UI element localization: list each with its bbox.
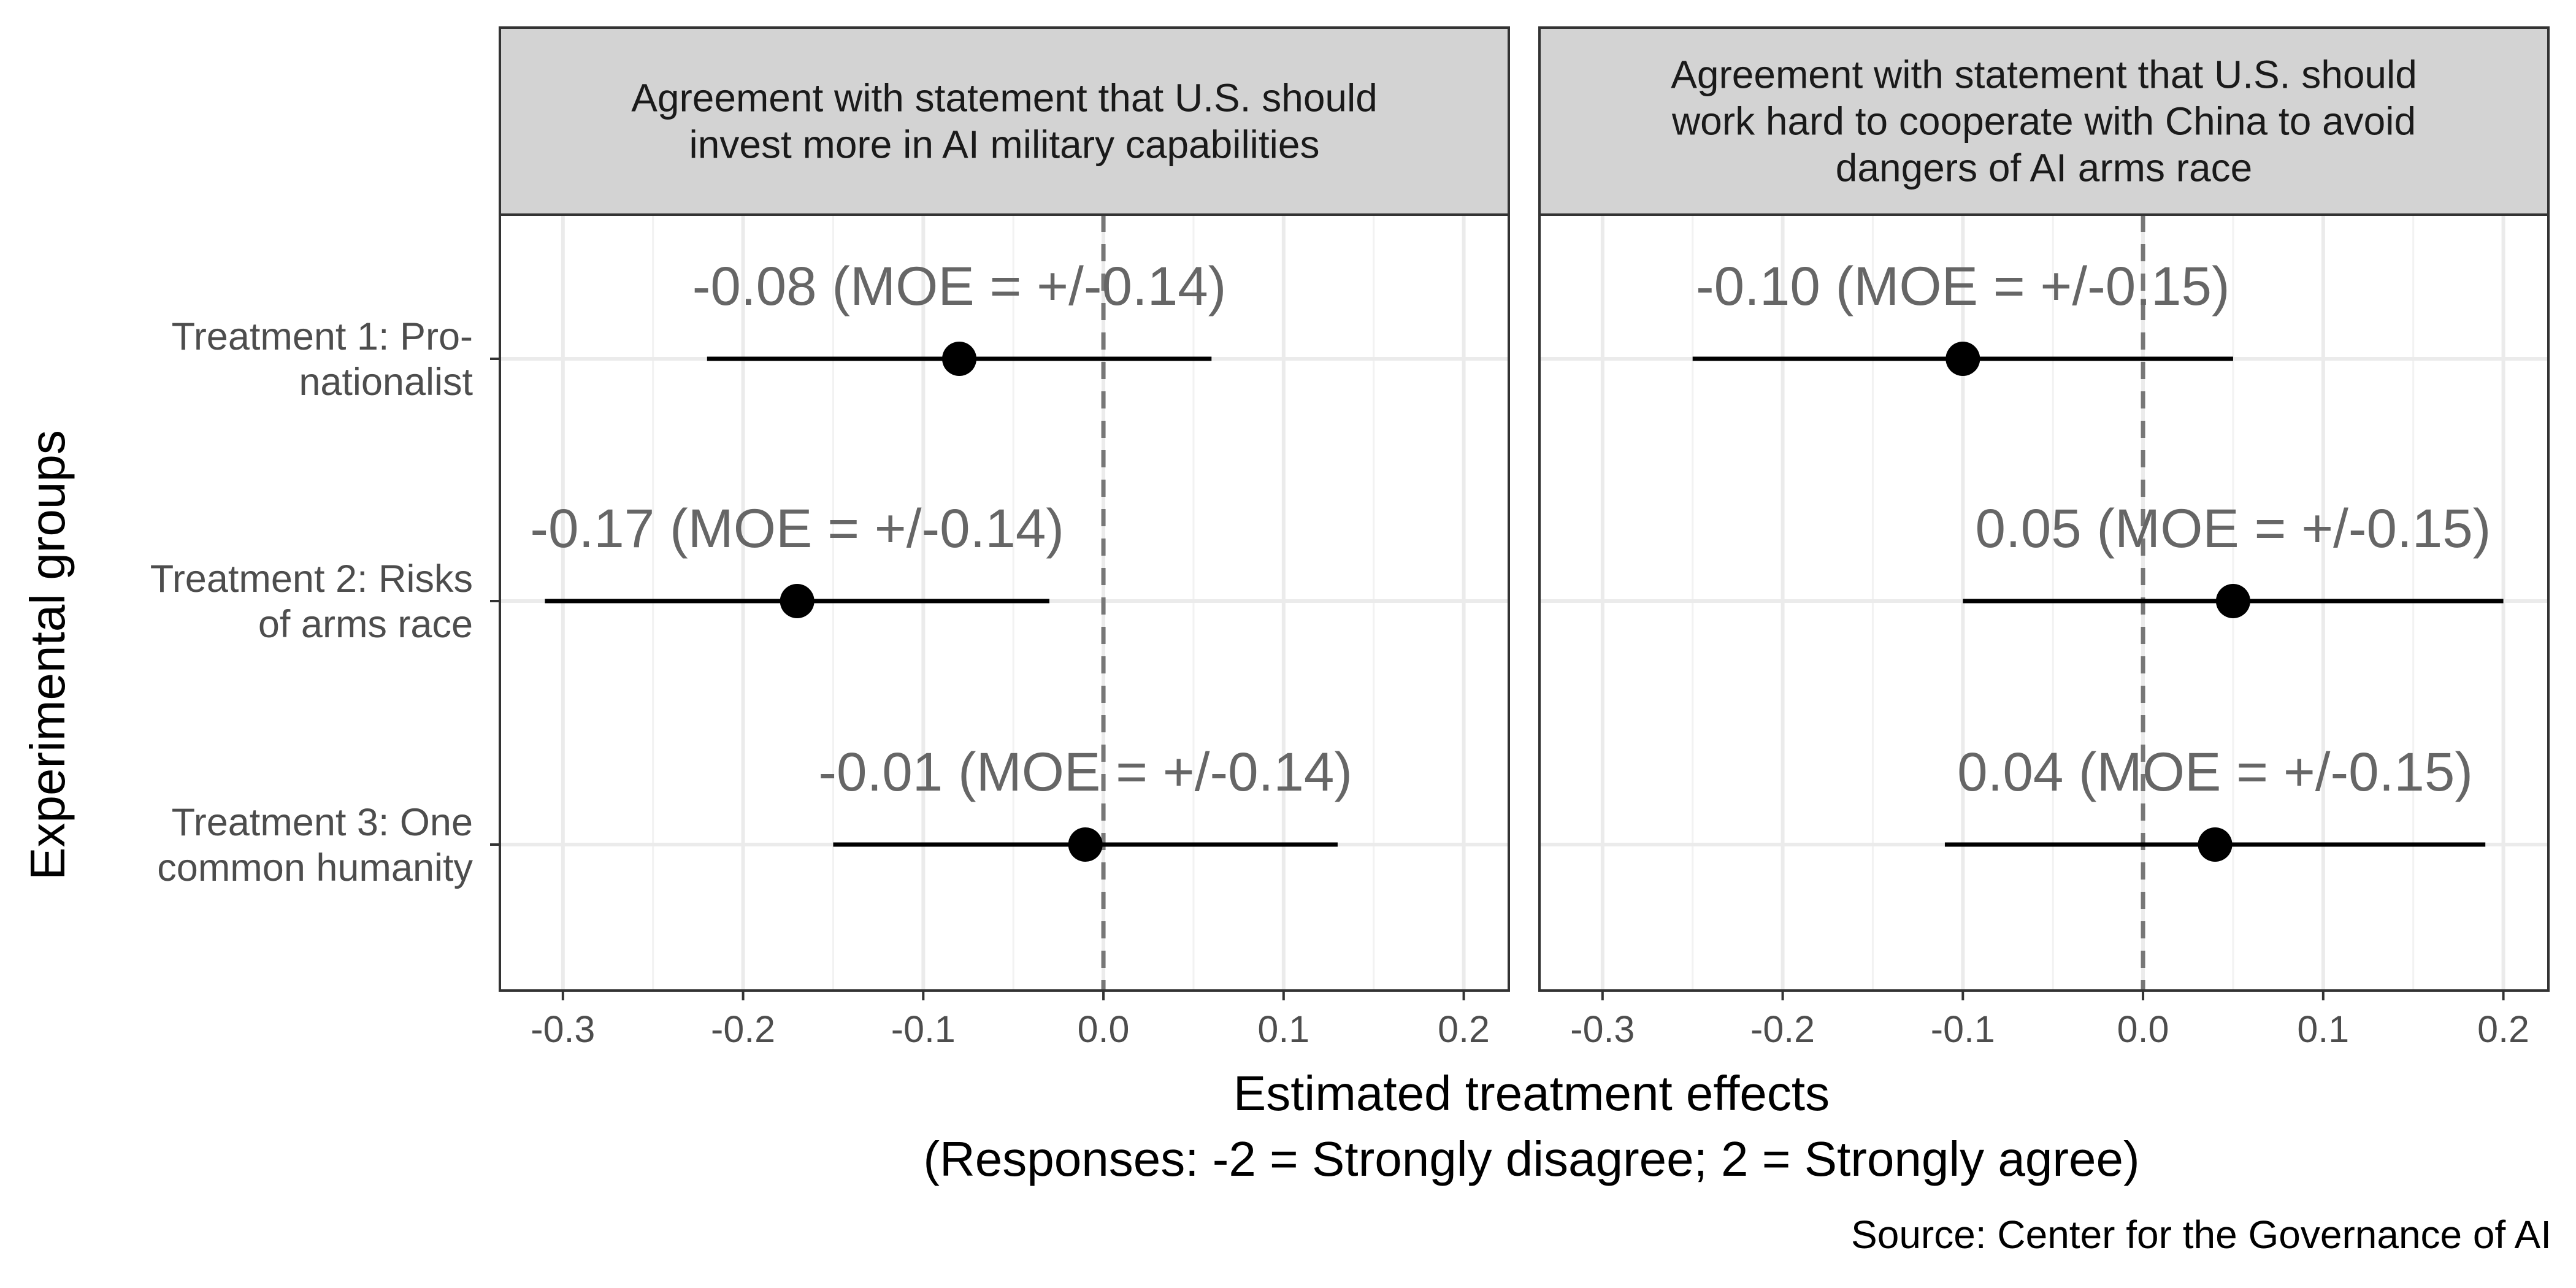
estimate-label: -0.17 (MOE = +/-0.14): [530, 497, 1064, 559]
facet-title-line: dangers of AI arms race: [1836, 146, 2252, 190]
facet-title-line: Agreement with statement that U.S. shoul…: [631, 76, 1378, 120]
estimate-point: [1945, 342, 1980, 376]
facet-panel-1: Agreement with statement that U.S. shoul…: [499, 26, 1510, 1050]
y-tick-label: nationalist: [299, 361, 473, 404]
estimate-label: -0.01 (MOE = +/-0.14): [818, 741, 1352, 802]
facet-strip: [1538, 26, 2550, 216]
facet-strip: [499, 26, 1510, 216]
x-tick-label: -0.2: [1750, 1008, 1815, 1050]
x-tick-label: 0.0: [2117, 1008, 2169, 1050]
y-tick-label: Treatment 2: Risks: [150, 558, 473, 600]
y-tick-label: common humanity: [157, 846, 473, 889]
x-tick-label: 0.1: [2297, 1008, 2349, 1050]
x-tick-label: -0.1: [891, 1008, 956, 1050]
y-axis: Treatment 1: Pro-nationalist Treatment 2:…: [150, 315, 500, 889]
x-tick-label: -0.3: [1570, 1008, 1635, 1050]
x-tick-label: -0.2: [711, 1008, 775, 1050]
x-tick-label: 0.0: [1078, 1008, 1130, 1050]
estimate-point: [2198, 827, 2233, 862]
facet-panel-2: Agreement with statement that U.S. shoul…: [1538, 26, 2550, 1050]
source-caption: Source: Center for the Governance of AI: [1851, 1213, 2551, 1257]
x-tick-label: 0.2: [2477, 1008, 2529, 1050]
x-tick-label: 0.1: [1257, 1008, 1309, 1050]
y-axis-title: Experimental groups: [20, 430, 75, 880]
estimate-label: -0.08 (MOE = +/-0.14): [692, 255, 1227, 316]
x-tick-label: -0.1: [1931, 1008, 1995, 1050]
x-axis-title-line2: (Responses: -2 = Strongly disagree; 2 = …: [923, 1132, 2139, 1186]
y-tick-label: Treatment 3: One: [172, 801, 473, 844]
estimate-label: 0.05 (MOE = +/-0.15): [1975, 497, 2491, 559]
estimate-point: [2215, 584, 2250, 618]
estimate-label: -0.10 (MOE = +/-0.15): [1696, 255, 2230, 316]
y-tick-label: of arms race: [258, 603, 473, 646]
panel-border: [1538, 213, 2550, 992]
panel-border: [499, 213, 1510, 992]
x-tick-label: 0.2: [1438, 1008, 1490, 1050]
estimate-label: 0.04 (MOE = +/-0.15): [1957, 741, 2473, 802]
estimate-point: [1068, 827, 1103, 862]
x-axis-title: Estimated treatment effects: [1233, 1066, 1830, 1121]
x-tick-label: -0.3: [531, 1008, 595, 1050]
estimate-point: [942, 342, 977, 376]
facet-title-line: invest more in AI military capabilities: [689, 123, 1320, 167]
facet-title-line: work hard to cooperate with China to avo…: [1671, 99, 2416, 144]
y-tick-label: Treatment 1: Pro-: [172, 315, 473, 358]
estimate-point: [780, 584, 815, 618]
facet-title-line: Agreement with statement that U.S. shoul…: [1671, 53, 2417, 97]
